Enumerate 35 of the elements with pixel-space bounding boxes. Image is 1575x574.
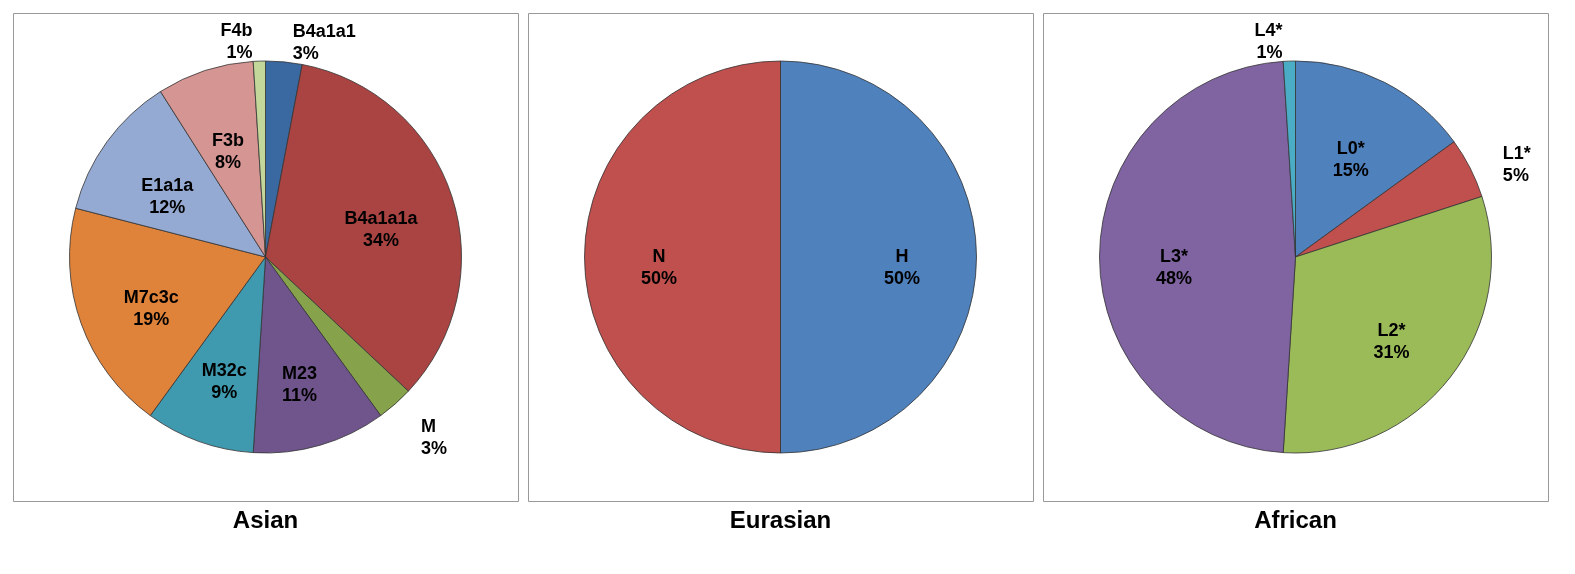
slice-label: M23 bbox=[281, 362, 317, 383]
data-label: 5% bbox=[1502, 165, 1529, 186]
data-label: 48% bbox=[1155, 268, 1192, 288]
slice-label: B4a1a1 bbox=[292, 21, 356, 41]
slice-label: L4* bbox=[1254, 20, 1283, 41]
data-label: 1% bbox=[1256, 42, 1283, 63]
slice-label: F3b bbox=[211, 130, 244, 151]
slice-label: H bbox=[895, 246, 909, 266]
slice-label: M bbox=[420, 415, 436, 436]
text: Eurasian bbox=[729, 506, 832, 533]
slice-label: M7c3c bbox=[123, 287, 179, 308]
data-label: 34% bbox=[363, 230, 400, 251]
data-label: 50% bbox=[640, 268, 677, 288]
data-label: 8% bbox=[214, 152, 241, 173]
data-label: 12% bbox=[149, 196, 186, 217]
slice-label: E1a1a bbox=[141, 174, 195, 195]
slice-label: N bbox=[652, 246, 666, 266]
slice-label: M32c bbox=[201, 360, 247, 381]
data-label: 3% bbox=[420, 437, 447, 458]
data-label: 9% bbox=[211, 382, 238, 403]
text: Asian bbox=[232, 506, 299, 533]
slice-label: L1* bbox=[1502, 143, 1531, 164]
data-label: 50% bbox=[884, 268, 921, 288]
data-label: 15% bbox=[1332, 159, 1369, 180]
slice-label: L3* bbox=[1159, 246, 1188, 266]
text: African bbox=[1254, 506, 1337, 533]
slice-label: F4b bbox=[220, 20, 253, 41]
data-label: 3% bbox=[292, 43, 319, 63]
data-label: 1% bbox=[226, 42, 253, 63]
data-label: 19% bbox=[133, 309, 170, 330]
slice-label: L0* bbox=[1336, 137, 1365, 158]
data-label: 11% bbox=[281, 384, 317, 405]
slice-label: L2* bbox=[1377, 320, 1406, 341]
slice-label: B4a1a1a bbox=[344, 208, 419, 229]
data-label: 31% bbox=[1373, 342, 1410, 363]
